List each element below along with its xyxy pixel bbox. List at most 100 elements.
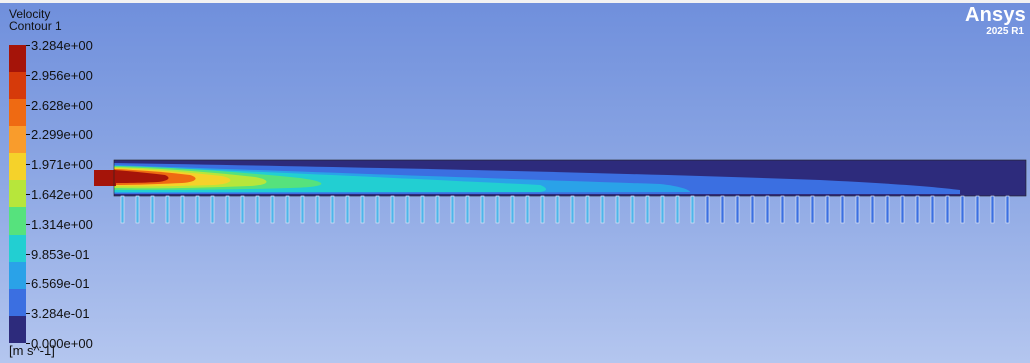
- outlet-pipe: [720, 195, 725, 224]
- outlet-pipe: [570, 195, 575, 224]
- colorbar-band: [9, 288, 26, 316]
- legend-units: [m s^-1]: [9, 343, 55, 358]
- legend-tick-mark: [26, 223, 30, 225]
- outlet-pipe: [465, 195, 470, 224]
- legend-tick-label: 2.628e+00: [31, 97, 93, 113]
- legend-tick-mark: [26, 283, 30, 285]
- legend-tick-label: 0.000e+00: [31, 336, 93, 351]
- outlet-pipe: [285, 195, 290, 224]
- legend-tick-mark: [26, 343, 30, 344]
- outlet-pipe: [405, 195, 410, 224]
- outlet-pipe: [345, 195, 350, 224]
- legend-tick-mark: [26, 253, 30, 255]
- outlet-pipe: [450, 195, 455, 224]
- outlet-pipe: [330, 195, 335, 224]
- legend-tick-label: 1.642e+00: [31, 187, 93, 202]
- outlet-pipe: [750, 195, 755, 224]
- legend-tick-label: 6.569e-01: [31, 276, 90, 292]
- legend-tick-mark: [26, 104, 30, 106]
- colorbar-band: [9, 234, 26, 262]
- colorbar-band: [9, 72, 26, 100]
- channel-outline: [113, 159, 1027, 197]
- legend-tick-mark: [26, 134, 30, 136]
- legend-tick-mark: [26, 45, 30, 46]
- outlet-pipe: [975, 195, 980, 224]
- outlet-pipe: [600, 195, 605, 224]
- legend-tick-label: 2.299e+00: [31, 127, 93, 143]
- outlet-pipe: [855, 195, 860, 224]
- outlet-pipe: [375, 195, 380, 224]
- legend-tick-label: 3.284e-01: [31, 306, 90, 322]
- outlet-pipe: [795, 195, 800, 224]
- outlet-pipe: [645, 195, 650, 224]
- outlet-pipe: [660, 195, 665, 224]
- outlet-pipe: [225, 195, 230, 224]
- outlet-pipe: [735, 195, 740, 224]
- legend-subtitle: Contour 1: [9, 19, 62, 33]
- outlet-pipe: [420, 195, 425, 224]
- outlet-pipe: [195, 195, 200, 224]
- contour-red-core: [114, 170, 169, 183]
- outlet-pipe: [180, 195, 185, 224]
- outlet-pipe: [360, 195, 365, 224]
- outlet-pipe: [990, 195, 995, 224]
- outlet-pipe: [675, 195, 680, 224]
- window-top-edge: [0, 0, 1030, 3]
- legend-tick-mark: [26, 164, 30, 166]
- outlet-pipe: [540, 195, 545, 224]
- outlet-pipes: [120, 195, 1010, 224]
- outlet-pipe: [615, 195, 620, 224]
- outlet-pipe: [900, 195, 905, 224]
- outlet-pipe: [915, 195, 920, 224]
- legend-tick-label: 3.284e+00: [31, 38, 93, 53]
- outlet-pipe: [555, 195, 560, 224]
- outlet-pipe: [705, 195, 710, 224]
- outlet-pipe: [300, 195, 305, 224]
- outlet-pipe: [810, 195, 815, 224]
- legend-tick-mark: [26, 74, 30, 76]
- legend-tick-mark: [26, 194, 30, 195]
- outlet-pipe: [585, 195, 590, 224]
- outlet-pipe: [690, 195, 695, 224]
- outlet-pipe: [780, 195, 785, 224]
- brand-version: 2025 R1: [986, 26, 1024, 37]
- colorbar-band: [9, 126, 26, 154]
- outlet-pipe: [495, 195, 500, 224]
- outlet-pipe: [525, 195, 530, 224]
- colorbar-band: [9, 180, 26, 208]
- outlet-pipe: [930, 195, 935, 224]
- outlet-pipe: [960, 195, 965, 224]
- colorbar-band: [9, 207, 26, 235]
- legend-title: Velocity: [9, 7, 51, 21]
- outlet-pipe: [510, 195, 515, 224]
- outlet-pipe: [825, 195, 830, 224]
- legend-tick-label: 2.956e+00: [31, 67, 93, 83]
- outlet-pipe: [765, 195, 770, 224]
- colorbar-band: [9, 315, 26, 343]
- outlet-pipe: [630, 195, 635, 224]
- outlet-pipe: [150, 195, 155, 224]
- outlet-pipe: [390, 195, 395, 224]
- legend-colorbar: [9, 45, 26, 343]
- outlet-pipe: [480, 195, 485, 224]
- outlet-pipe: [315, 195, 320, 224]
- legend-tick-label: 1.971e+00: [31, 157, 93, 173]
- colorbar-band: [9, 99, 26, 127]
- outlet-pipe: [870, 195, 875, 224]
- outlet-pipe: [435, 195, 440, 224]
- brand-logo: Ansys: [964, 4, 1026, 26]
- colorbar-band: [9, 153, 26, 181]
- legend-tick-label: 1.314e+00: [31, 216, 93, 232]
- outlet-pipe: [255, 195, 260, 224]
- colorbar-band: [9, 45, 26, 73]
- colorbar-band: [9, 261, 26, 289]
- outlet-pipe: [840, 195, 845, 224]
- outlet-pipe: [270, 195, 275, 224]
- outlet-pipe: [240, 195, 245, 224]
- outlet-pipe: [165, 195, 170, 224]
- outlet-pipe: [135, 195, 140, 224]
- legend-tick-label: 9.853e-01: [31, 246, 90, 262]
- legend-tick-mark: [26, 313, 30, 315]
- outlet-pipe: [120, 195, 125, 224]
